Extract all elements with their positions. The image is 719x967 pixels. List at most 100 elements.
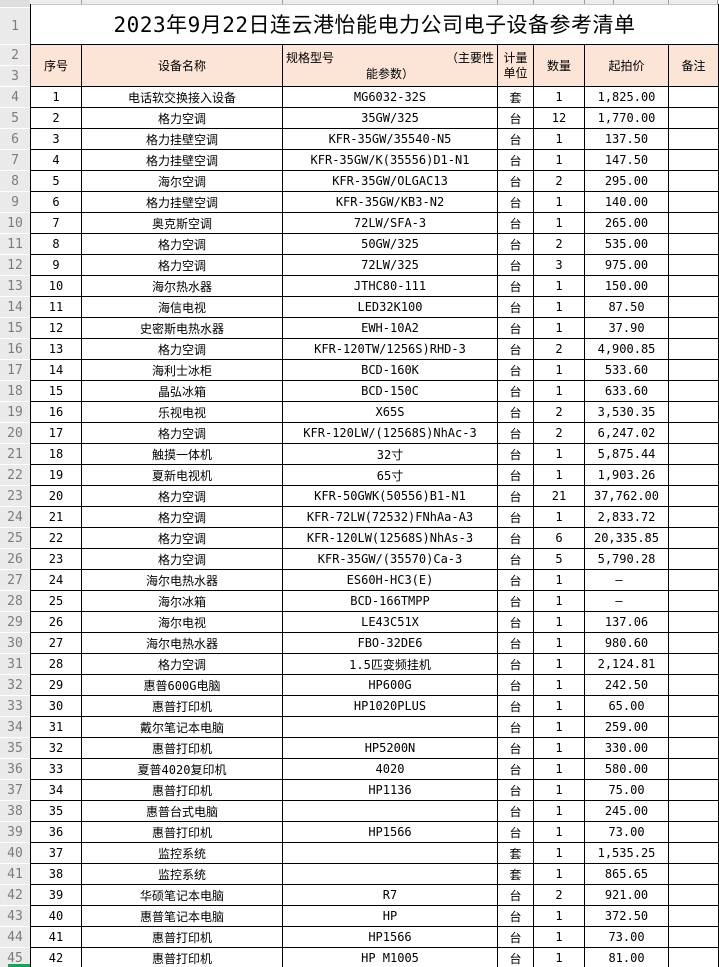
cell-spec[interactable]: 65寸 (282, 464, 498, 486)
cell-start-price[interactable]: 5,875.44 (584, 443, 669, 465)
cell-device-name[interactable]: 触摸一体机 (81, 443, 283, 465)
row-number[interactable]: 22 (0, 465, 30, 486)
cell-quantity[interactable]: 2 (533, 401, 585, 423)
row-number[interactable]: 9 (0, 192, 30, 213)
cell-device-name[interactable]: 惠普600G电脑 (81, 674, 283, 696)
cell-spec[interactable]: 72LW/SFA-3 (282, 212, 498, 234)
cell-serial[interactable]: 29 (30, 674, 82, 696)
cell-quantity[interactable]: 1 (533, 947, 585, 967)
row-number[interactable]: 44 (0, 927, 30, 948)
cell-device-name[interactable]: 格力空调 (81, 485, 283, 507)
cell-unit[interactable]: 台 (497, 821, 534, 843)
cell-start-price[interactable]: 140.00 (584, 191, 669, 213)
cell-spec[interactable] (282, 842, 498, 864)
cell-serial[interactable]: 34 (30, 779, 82, 801)
row-number[interactable]: 31 (0, 654, 30, 675)
cell-remark[interactable] (667, 422, 719, 444)
cell-remark[interactable] (667, 128, 719, 150)
cell-spec[interactable]: KFR-120TW/1256S)RHD-3 (282, 338, 498, 360)
row-number[interactable]: 39 (0, 822, 30, 843)
cell-serial[interactable]: 31 (30, 716, 82, 738)
row-number[interactable]: 3 (0, 66, 30, 87)
cell-start-price[interactable]: 245.00 (584, 800, 669, 822)
cell-spec[interactable] (282, 800, 498, 822)
cell-spec[interactable]: X65S (282, 401, 498, 423)
cell-device-name[interactable]: 海尔热水器 (81, 275, 283, 297)
cell-serial[interactable]: 16 (30, 401, 82, 423)
cell-serial[interactable]: 39 (30, 884, 82, 906)
row-number[interactable]: 6 (0, 129, 30, 150)
cell-spec[interactable]: 32寸 (282, 443, 498, 465)
cell-device-name[interactable]: 惠普打印机 (81, 779, 283, 801)
cell-start-price[interactable]: 81.00 (584, 947, 669, 967)
cell-serial[interactable]: 15 (30, 380, 82, 402)
header-start-price[interactable]: 起拍价 (584, 44, 669, 87)
cell-serial[interactable]: 41 (30, 926, 82, 948)
cell-start-price[interactable]: 137.06 (584, 611, 669, 633)
cell-spec[interactable]: KFR-35GW/K(35556)D1-N1 (282, 149, 498, 171)
cell-spec[interactable]: 4020 (282, 758, 498, 780)
cell-remark[interactable] (667, 926, 719, 948)
cell-spec[interactable]: 72LW/325 (282, 254, 498, 276)
cell-remark[interactable] (667, 590, 719, 612)
cell-unit[interactable]: 台 (497, 506, 534, 528)
cell-unit[interactable]: 套 (497, 863, 534, 885)
row-number[interactable]: 15 (0, 318, 30, 339)
cell-quantity[interactable]: 1 (533, 653, 585, 675)
cell-quantity[interactable]: 1 (533, 926, 585, 948)
cell-remark[interactable] (667, 737, 719, 759)
cell-remark[interactable] (667, 233, 719, 255)
cell-device-name[interactable]: 格力空调 (81, 653, 283, 675)
cell-remark[interactable] (667, 716, 719, 738)
cell-quantity[interactable]: 2 (533, 422, 585, 444)
cell-unit[interactable]: 台 (497, 212, 534, 234)
cell-serial[interactable]: 22 (30, 527, 82, 549)
row-number[interactable]: 35 (0, 738, 30, 759)
cell-remark[interactable] (667, 653, 719, 675)
cell-quantity[interactable]: 1 (533, 779, 585, 801)
cell-spec[interactable]: KFR-35GW/OLGAC13 (282, 170, 498, 192)
cell-start-price[interactable]: 65.00 (584, 695, 669, 717)
cell-remark[interactable] (667, 485, 719, 507)
cell-unit[interactable]: 台 (497, 674, 534, 696)
cell-remark[interactable] (667, 191, 719, 213)
cell-start-price[interactable]: 533.60 (584, 359, 669, 381)
cell-unit[interactable]: 台 (497, 947, 534, 967)
cell-serial[interactable]: 36 (30, 821, 82, 843)
cell-start-price[interactable]: 1,825.00 (584, 86, 669, 108)
cell-quantity[interactable]: 1 (533, 296, 585, 318)
cell-serial[interactable]: 9 (30, 254, 82, 276)
cell-device-name[interactable]: 格力空调 (81, 254, 283, 276)
cell-spec[interactable]: FBO-32DE6 (282, 632, 498, 654)
cell-device-name[interactable]: 华硕笔记本电脑 (81, 884, 283, 906)
header-quantity[interactable]: 数量 (533, 44, 585, 87)
cell-unit[interactable]: 台 (497, 695, 534, 717)
cell-spec[interactable]: HP1566 (282, 821, 498, 843)
cell-unit[interactable]: 台 (497, 401, 534, 423)
cell-quantity[interactable]: 1 (533, 443, 585, 465)
cell-start-price[interactable]: 265.00 (584, 212, 669, 234)
row-number[interactable]: 18 (0, 381, 30, 402)
cell-serial[interactable]: 10 (30, 275, 82, 297)
cell-start-price[interactable]: 5,790.28 (584, 548, 669, 570)
cell-start-price[interactable]: 330.00 (584, 737, 669, 759)
cell-start-price[interactable]: 535.00 (584, 233, 669, 255)
cell-unit[interactable]: 台 (497, 527, 534, 549)
cell-device-name[interactable]: 监控系统 (81, 863, 283, 885)
cell-unit[interactable]: 台 (497, 191, 534, 213)
cell-quantity[interactable]: 1 (533, 212, 585, 234)
cell-unit[interactable]: 套 (497, 842, 534, 864)
cell-device-name[interactable]: 格力空调 (81, 548, 283, 570)
cell-spec[interactable]: R7 (282, 884, 498, 906)
cell-spec[interactable]: HP M1005 (282, 947, 498, 967)
row-number[interactable]: 36 (0, 759, 30, 780)
header-spec[interactable]: 规格型号 （主要性 能参数） (282, 44, 498, 87)
cell-start-price[interactable]: 1,535.25 (584, 842, 669, 864)
cell-device-name[interactable]: 格力空调 (81, 506, 283, 528)
header-serial[interactable]: 序号 (30, 44, 82, 87)
cell-unit[interactable]: 台 (497, 737, 534, 759)
cell-remark[interactable] (667, 464, 719, 486)
header-unit[interactable]: 计量 单位 (497, 44, 534, 87)
cell-serial[interactable]: 24 (30, 569, 82, 591)
cell-start-price[interactable]: 633.60 (584, 380, 669, 402)
